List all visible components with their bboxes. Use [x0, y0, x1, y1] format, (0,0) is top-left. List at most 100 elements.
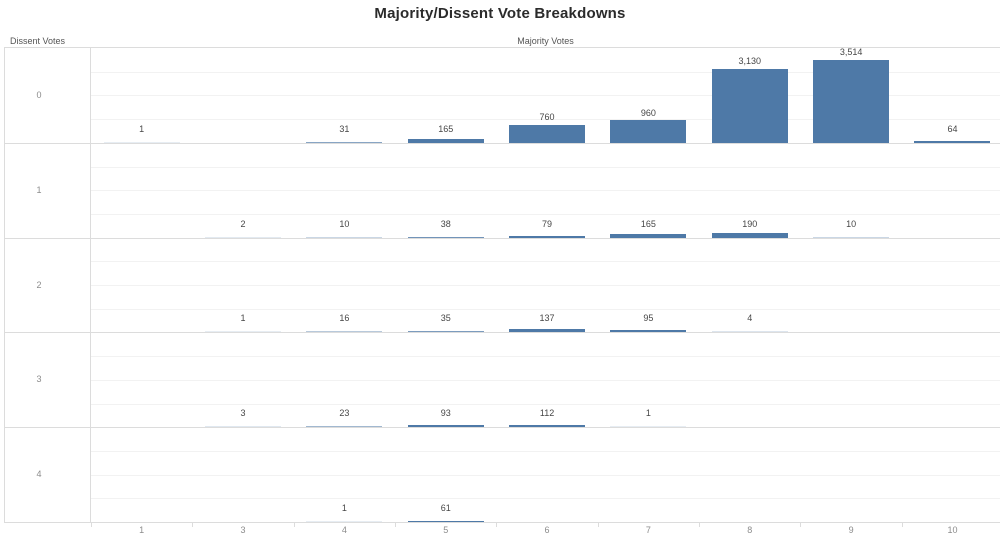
bar[interactable]: [205, 331, 282, 333]
bar-value-label: 165: [438, 123, 454, 134]
x-axis-tick: [496, 522, 498, 527]
bar-value-label: 3: [240, 408, 246, 419]
bar[interactable]: [813, 59, 890, 143]
bar[interactable]: [306, 331, 383, 333]
bar[interactable]: [407, 138, 484, 143]
row-axis-title: Dissent Votes: [10, 36, 66, 46]
x-axis-tick-label: 4: [341, 525, 347, 535]
x-axis-line: [4, 522, 1000, 523]
x-axis-tick: [192, 522, 194, 527]
bar[interactable]: [407, 424, 484, 428]
bar-value-label: 2: [240, 218, 246, 229]
row-divider: [4, 332, 1000, 334]
bar-value-label: 760: [539, 112, 555, 123]
bar-value-label: 137: [539, 313, 555, 324]
bar[interactable]: [407, 331, 484, 333]
bar[interactable]: [205, 426, 282, 428]
bar-value-label: 61: [440, 503, 451, 513]
plot-top-border: [4, 47, 1000, 48]
bar[interactable]: [306, 141, 383, 143]
bar-value-label: 10: [339, 218, 350, 229]
pane-gridline: [91, 261, 1000, 263]
x-axis-tick-label: 7: [645, 525, 651, 535]
pane-gridline: [91, 403, 1000, 405]
row-divider: [4, 142, 1000, 144]
bar[interactable]: [509, 235, 586, 238]
chart-title: Majority/Dissent Vote Breakdowns: [374, 5, 626, 22]
bar-value-label: 16: [339, 313, 350, 324]
bar-value-label: 4: [747, 313, 753, 324]
x-axis-tick: [800, 522, 802, 527]
x-axis-tick: [91, 522, 92, 527]
row-header-label: 4: [36, 469, 42, 480]
bar-value-label: 93: [440, 408, 451, 419]
bar-value-label: 1: [341, 503, 347, 513]
pane-gridline: [91, 474, 1000, 476]
pane-gridline: [91, 166, 1000, 168]
bar[interactable]: [711, 233, 788, 238]
pane-gridline: [91, 285, 1000, 286]
x-axis-tick-label: 9: [848, 525, 854, 535]
bar[interactable]: [407, 236, 484, 238]
pane-gridline: [91, 450, 1000, 452]
x-axis-tick: [395, 522, 397, 527]
x-axis-tick-label: 1: [139, 525, 145, 535]
bar-value-label: 31: [339, 123, 350, 134]
pane-gridline: [91, 498, 1000, 500]
row-header-label: 1: [36, 184, 42, 195]
pane-gridline: [91, 95, 1000, 97]
bar[interactable]: [610, 426, 687, 428]
bar[interactable]: [509, 124, 586, 143]
bar-value-label: 35: [440, 313, 451, 324]
pane-gridline: [91, 213, 1000, 215]
bar[interactable]: [205, 236, 282, 238]
col-axis-title: Majority Votes: [517, 36, 574, 46]
row-header-label: 0: [36, 90, 42, 100]
bar[interactable]: [306, 426, 383, 428]
bar[interactable]: [711, 68, 788, 143]
bar[interactable]: [306, 521, 383, 522]
bar[interactable]: [407, 520, 484, 522]
bar[interactable]: [610, 233, 687, 238]
pane-gridline: [91, 308, 1000, 310]
x-axis-tick: [699, 522, 701, 527]
bar[interactable]: [610, 120, 687, 143]
bar[interactable]: [610, 330, 687, 333]
x-axis-tick-label: 5: [443, 525, 449, 535]
bar[interactable]: [306, 236, 383, 238]
outer-left-border: [4, 48, 5, 522]
y-axis-line: [90, 48, 91, 522]
x-axis-tick-label: 3: [240, 525, 246, 535]
row-divider: [4, 427, 1000, 429]
row-header-label: 3: [36, 374, 42, 385]
bar-value-label: 1: [240, 313, 246, 324]
bar[interactable]: [813, 236, 890, 238]
row-divider: [4, 237, 1000, 239]
x-axis-tick: [597, 522, 599, 527]
bar-value-label: 10: [846, 218, 857, 229]
bar[interactable]: [711, 331, 788, 333]
bar-value-label: 3,130: [738, 56, 762, 67]
x-axis-tick: [901, 522, 903, 527]
pane-gridline: [91, 119, 1000, 121]
bar-value-label: 38: [440, 218, 451, 229]
bar-value-label: 960: [640, 107, 656, 118]
bar[interactable]: [509, 329, 586, 333]
pane-gridline: [91, 190, 1000, 192]
x-axis-tick-label: 10: [947, 525, 958, 535]
bar[interactable]: [509, 424, 586, 428]
bar-value-label: 165: [640, 218, 656, 229]
bar-value-label: 3,514: [839, 47, 863, 58]
pane-gridline: [91, 379, 1000, 381]
bar[interactable]: [103, 141, 180, 143]
x-axis-tick: [293, 522, 295, 527]
pane-gridline: [91, 71, 1000, 73]
bar-value-label: 64: [947, 123, 958, 134]
bar[interactable]: [914, 141, 991, 143]
bar-value-label: 23: [339, 408, 350, 419]
bar-value-label: 95: [643, 313, 654, 324]
x-axis-tick-label: 8: [747, 525, 753, 535]
bar-value-label: 1: [645, 408, 651, 419]
